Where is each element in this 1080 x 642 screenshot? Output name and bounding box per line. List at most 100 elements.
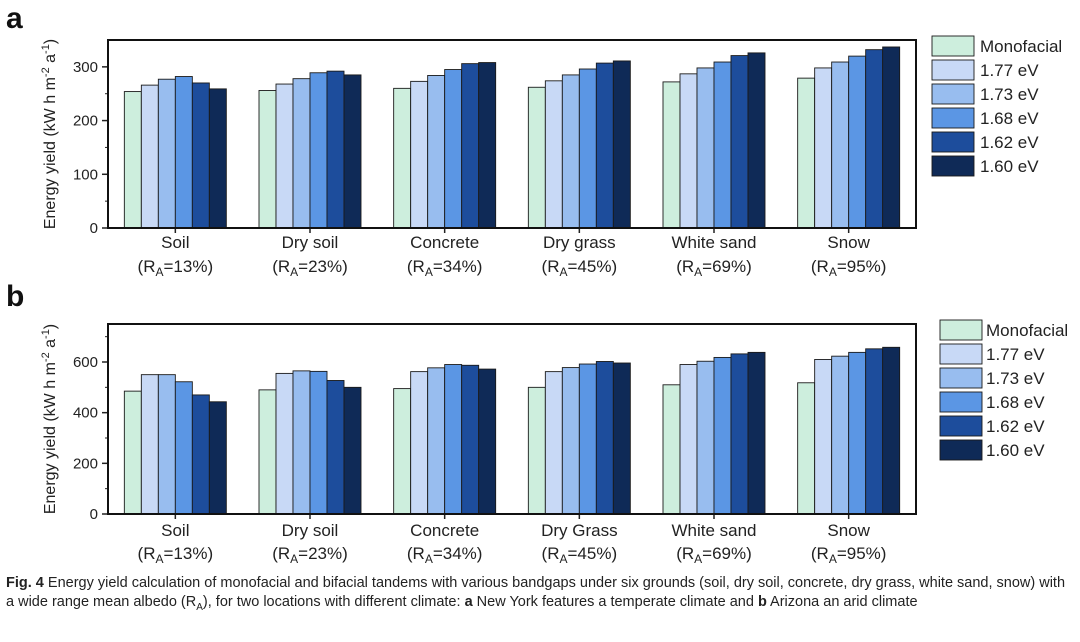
caption-label: Fig. 4: [6, 575, 44, 591]
albedo-value: =69%): [702, 257, 752, 276]
bar: [612, 60, 631, 229]
albedo-subscript: A: [425, 552, 433, 566]
bar: [696, 360, 715, 515]
albedo-value: =23%): [298, 544, 348, 563]
bar: [865, 49, 884, 229]
x-category-label: Soil: [161, 521, 189, 540]
bar: [258, 389, 277, 515]
y-tick-label: 200: [73, 113, 98, 130]
albedo-prefix: (R: [542, 257, 560, 276]
legend-swatch: [931, 131, 975, 153]
bar: [797, 77, 816, 229]
albedo-subscript: A: [155, 552, 163, 566]
x-category-label: Snow: [827, 521, 870, 540]
bar: [578, 68, 597, 229]
legend-label: 1.62 eV: [980, 133, 1039, 152]
legend-label: Monofacial: [980, 37, 1062, 56]
bar: [174, 76, 193, 229]
bar: [831, 355, 850, 515]
y-axis-label-main: Energy yield (kW h m: [42, 77, 59, 229]
bar: [309, 72, 328, 229]
albedo-value: =34%): [433, 257, 483, 276]
bar: [123, 91, 142, 229]
bar: [343, 74, 362, 229]
albedo-subscript: A: [425, 265, 433, 279]
caption-text-4: Arizona an arid climate: [766, 594, 918, 610]
x-category-label: Snow: [827, 233, 870, 252]
x-category-label: White sand: [671, 233, 756, 252]
legend-label: 1.73 eV: [986, 369, 1045, 388]
y-tick-label: 200: [73, 455, 98, 472]
bar: [730, 55, 749, 229]
y-tick-label: 600: [73, 354, 98, 371]
albedo-subscript: A: [694, 552, 702, 566]
legend-label: 1.60 eV: [986, 441, 1045, 460]
bar: [747, 351, 766, 515]
y-axis-label-mid: a: [42, 339, 59, 352]
bar: [208, 401, 227, 515]
x-category-albedo: (RA=34%): [407, 544, 483, 566]
y-tick-label: 0: [90, 220, 98, 237]
figure-caption: Fig. 4 Energy yield calculation of monof…: [6, 574, 1076, 617]
x-category-label: Dry soil: [282, 521, 339, 540]
bar: [292, 370, 311, 515]
legend-swatch: [931, 35, 975, 57]
bar: [679, 364, 698, 515]
legend-label: 1.62 eV: [986, 417, 1045, 436]
plot-frame: [107, 39, 917, 229]
bar: [174, 381, 193, 515]
bar: [882, 346, 901, 515]
y-axis-label-main: Energy yield (kW h m: [42, 362, 59, 514]
bar: [730, 353, 749, 515]
legend-swatch: [931, 155, 975, 177]
caption-subscript: A: [196, 601, 203, 613]
bar: [410, 371, 429, 515]
x-category-albedo: (RA=95%): [811, 257, 887, 279]
bar: [595, 62, 614, 229]
bar: [679, 73, 698, 229]
legend: Monofacial 1.77 eV 1.73 eV 1.68 eV 1.62 eV 1.…: [939, 319, 1068, 461]
bar: [157, 374, 176, 515]
x-category-label: White sand: [671, 521, 756, 540]
panel-b: b 0 200 400 600 Energy yield (kW h m-2 a-1) So…: [6, 280, 1068, 566]
albedo-prefix: (R: [407, 257, 425, 276]
caption-bold-a: a: [464, 594, 473, 610]
bar: [561, 367, 580, 515]
bar: [747, 52, 766, 229]
albedo-subscript: A: [829, 265, 837, 279]
bar: [527, 386, 546, 515]
bar: [140, 374, 159, 515]
albedo-prefix: (R: [811, 257, 829, 276]
x-category-label: Dry Grass: [541, 521, 618, 540]
albedo-prefix: (R: [811, 544, 829, 563]
bar: [157, 78, 176, 229]
bar: [713, 356, 732, 515]
x-category-albedo: (RA=23%): [272, 257, 348, 279]
bar: [578, 363, 597, 515]
albedo-value: =13%): [164, 257, 214, 276]
bar: [140, 84, 159, 229]
bar: [662, 384, 681, 515]
bar: [258, 90, 277, 229]
bar: [797, 382, 816, 515]
albedo-subscript: A: [290, 265, 298, 279]
caption-text-2: ), for two locations with different clim…: [202, 594, 465, 610]
x-category-albedo: (RA=69%): [676, 257, 752, 279]
plot-frame: [107, 323, 917, 515]
panel-letter: b: [6, 280, 24, 313]
y-tick-label: 100: [73, 166, 98, 183]
albedo-value: =69%): [702, 544, 752, 563]
legend-label: 1.77 eV: [980, 61, 1039, 80]
bar: [882, 46, 901, 229]
bar: [444, 69, 463, 229]
legend-swatch: [939, 319, 983, 341]
bar: [814, 67, 833, 229]
albedo-value: =34%): [433, 544, 483, 563]
y-axis-label: Energy yield (kW h m-2 a-1): [40, 39, 59, 229]
albedo-value: =95%): [837, 544, 887, 563]
bar: [848, 351, 867, 515]
legend-swatch: [931, 107, 975, 129]
x-category-label: Dry grass: [543, 233, 616, 252]
